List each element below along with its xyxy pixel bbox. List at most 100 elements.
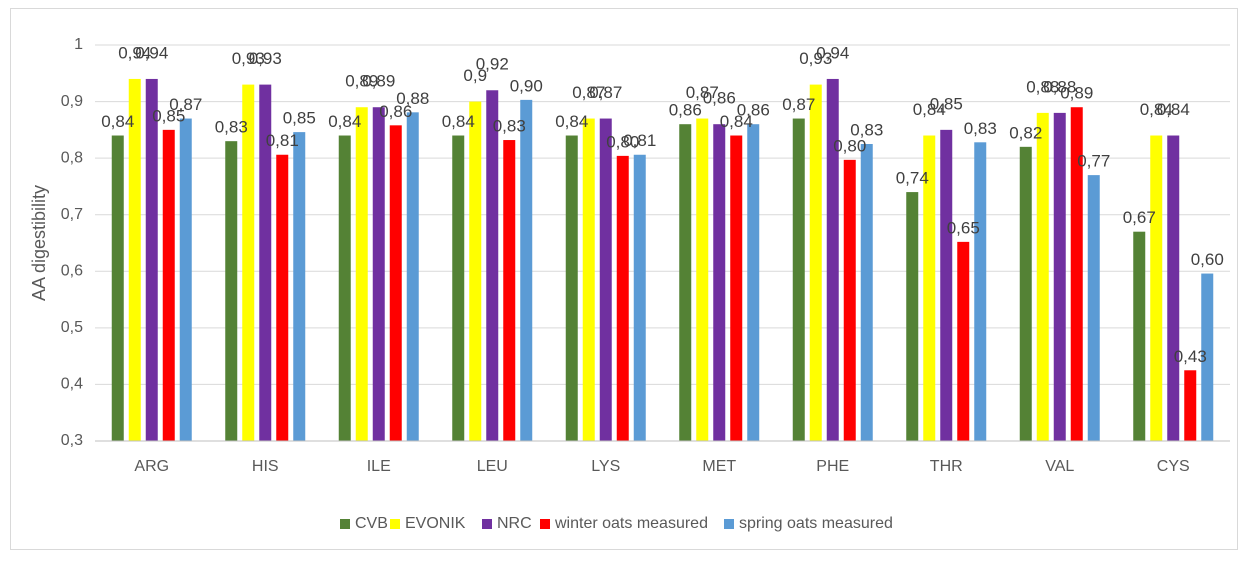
data-label: 0,86	[669, 101, 702, 120]
data-label: 0,86	[737, 101, 770, 120]
bar	[826, 78, 839, 441]
bar	[389, 125, 402, 442]
data-label: 0,9	[463, 66, 487, 85]
data-label: 0,65	[947, 218, 980, 237]
bar	[276, 154, 289, 441]
data-label: 0,84	[913, 100, 946, 119]
bar	[259, 84, 272, 441]
data-label: 0,80	[833, 136, 866, 155]
data-label: 0,85	[152, 106, 185, 125]
data-label: 0,83	[964, 119, 997, 138]
x-tick-label: VAL	[1045, 458, 1074, 475]
bar	[809, 84, 822, 441]
y-tick-label: 0,6	[61, 263, 83, 280]
bar	[713, 124, 726, 441]
x-tick-label: LEU	[477, 458, 508, 475]
legend-label: spring oats measured	[739, 515, 893, 532]
data-label: 0,94	[118, 43, 151, 62]
bar	[372, 107, 385, 441]
bar	[520, 99, 533, 442]
x-tick-label: PHE	[816, 458, 849, 475]
legend-marker	[724, 519, 734, 529]
data-label: 0,67	[1123, 208, 1156, 227]
legend-label: winter oats measured	[554, 515, 708, 532]
bar	[406, 112, 419, 441]
data-label: 0,84	[1157, 100, 1190, 119]
bar	[1150, 135, 1163, 441]
bar	[1053, 112, 1066, 441]
legend-marker	[340, 519, 350, 529]
data-label: 0,93	[799, 49, 832, 68]
data-label: 0,84	[1140, 100, 1173, 119]
bar	[128, 78, 141, 441]
x-tick-label: LYS	[591, 458, 620, 475]
bar	[582, 118, 595, 442]
x-tick-label: HIS	[252, 458, 279, 475]
data-label: 0,88	[1026, 77, 1059, 96]
data-label: 0,83	[493, 117, 526, 136]
data-label: 0,87	[572, 83, 605, 102]
x-tick-label: MET	[702, 458, 736, 475]
bar	[242, 84, 255, 441]
data-label: 0,87	[782, 95, 815, 114]
data-label: 0,88	[1043, 77, 1076, 96]
bar	[503, 140, 516, 442]
legend-label: EVONIK	[405, 515, 466, 532]
data-label: 0,77	[1077, 152, 1110, 171]
x-tick-label: CYS	[1157, 458, 1190, 475]
data-label: 0,94	[816, 43, 849, 62]
bar	[957, 241, 970, 441]
bar	[696, 118, 709, 442]
data-label: 0,92	[476, 55, 509, 74]
bar	[355, 107, 368, 441]
data-label: 0,80	[606, 132, 639, 151]
data-label: 0,84	[555, 112, 588, 131]
bar	[730, 135, 743, 441]
y-tick-label: 1	[74, 36, 83, 53]
legend-marker	[540, 519, 550, 529]
data-label: 0,83	[850, 120, 883, 139]
bar	[338, 135, 351, 441]
data-label: 0,84	[442, 112, 475, 131]
bar	[906, 192, 919, 441]
y-tick-label: 0,4	[61, 376, 83, 393]
data-label: 0,89	[1060, 84, 1093, 103]
bar	[1036, 112, 1049, 441]
data-label: 0,86	[379, 102, 412, 121]
x-tick-label: THR	[930, 458, 963, 475]
bar	[1201, 273, 1214, 441]
data-label: 0,84	[328, 112, 361, 131]
bar	[486, 90, 499, 441]
legend-label: CVB	[355, 515, 388, 532]
bar	[452, 135, 465, 441]
legend-marker	[390, 519, 400, 529]
data-label: 0,81	[266, 131, 299, 150]
bar	[1184, 370, 1197, 441]
data-label: 0,90	[510, 76, 543, 95]
y-tick-label: 0,8	[61, 149, 83, 166]
bar	[293, 132, 306, 441]
data-label: 0,89	[345, 72, 378, 91]
data-label: 0,93	[249, 49, 282, 68]
data-label: 0,89	[362, 72, 395, 91]
bar	[225, 141, 238, 441]
bar	[679, 124, 692, 441]
bar	[145, 78, 158, 441]
y-tick-label: 0,9	[61, 93, 83, 110]
bar	[469, 101, 482, 442]
data-label: 0,87	[169, 95, 202, 114]
bar	[860, 144, 873, 441]
y-tick-label: 0,5	[61, 319, 83, 336]
bar	[1133, 231, 1146, 441]
data-label: 0,85	[283, 109, 316, 128]
data-label: 0,87	[589, 83, 622, 102]
data-label: 0,43	[1174, 347, 1207, 366]
bar	[940, 129, 953, 441]
bar	[1167, 135, 1180, 441]
bar	[792, 118, 805, 442]
legend-label: NRC	[497, 515, 532, 532]
bar	[1087, 175, 1100, 441]
data-label: 0,93	[232, 49, 265, 68]
